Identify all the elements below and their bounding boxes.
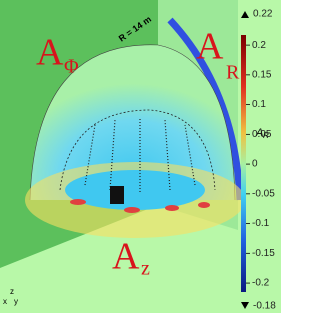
max-label: 0.22: [253, 9, 273, 20]
center-field: [65, 170, 205, 210]
axis-x: x: [3, 297, 7, 306]
a-z-label: A: [112, 236, 140, 278]
axis-y: y: [14, 297, 18, 306]
towers: [84, 118, 196, 192]
max-arrow: [241, 11, 249, 18]
colorbar-tick-label: -0.1: [252, 218, 270, 229]
min-arrow: [241, 302, 249, 309]
colorbar-tick-label: -0.05: [252, 188, 275, 199]
a-phi-sub: Φ: [64, 56, 79, 78]
colorbar-tick-label: 0.1: [252, 99, 266, 110]
a-r-sub: R: [226, 62, 240, 84]
colorbar: [241, 35, 246, 292]
scene: A Φ A R A z R = 14 m z x y A R 0.22 -0.1…: [0, 0, 281, 313]
axis-z: z: [10, 287, 14, 296]
dome: [29, 44, 236, 201]
hotspots: [70, 199, 210, 213]
a-z-sub: z: [141, 258, 150, 280]
colorbar-tick-label: 0.15: [252, 69, 272, 80]
building: [110, 186, 124, 204]
min-label: -0.18: [253, 301, 276, 312]
colorbar-tick-label: 0.05: [252, 129, 272, 140]
colorbar-tick-label: 0: [252, 159, 258, 170]
a-r-label: A: [196, 26, 224, 68]
colorbar-title: A: [255, 127, 263, 139]
colorbar-title-sub: R: [263, 131, 269, 140]
colorbar-tick-label: -0.15: [252, 248, 275, 259]
colorbar-tick-label: 0.2: [252, 40, 266, 51]
r-field: [167, 17, 244, 201]
a-phi-label: A: [36, 32, 64, 74]
colorbar-tick-label: -0.2: [252, 278, 270, 289]
